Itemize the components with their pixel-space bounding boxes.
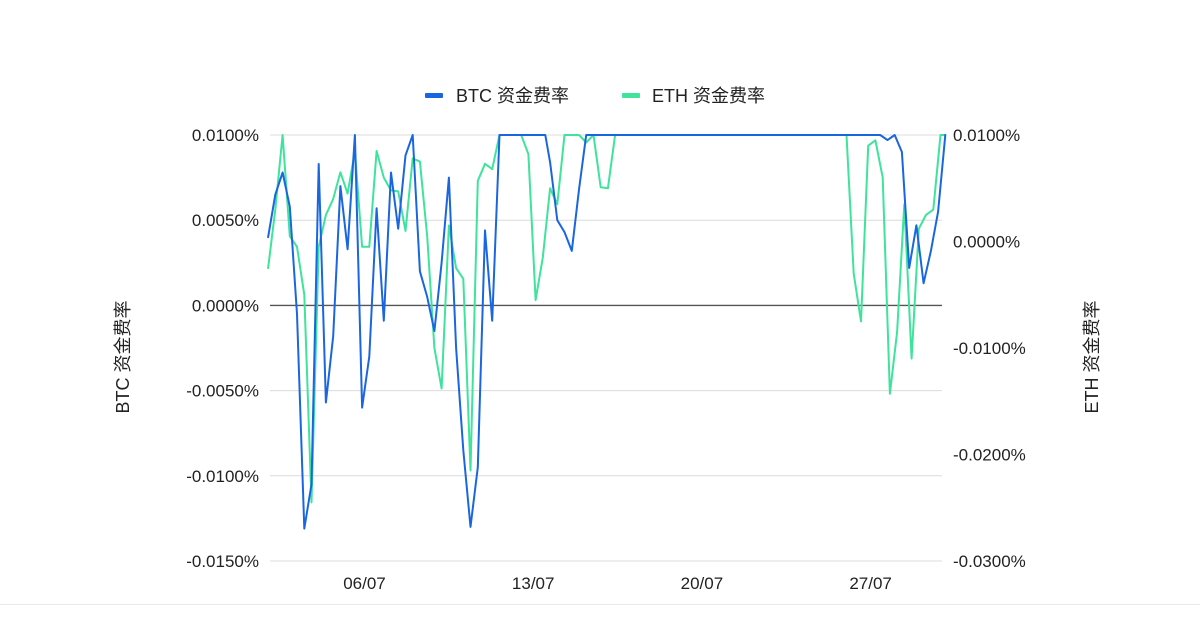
- left-tick-label: -0.0100%: [186, 467, 259, 486]
- legend-item-eth[interactable]: ETH 资金费率: [622, 86, 765, 106]
- series-line-btc: [267, 134, 947, 530]
- right-tick-label: -0.0300%: [953, 552, 1026, 571]
- left-tick-label: -0.0150%: [186, 552, 259, 571]
- left-tick-label: -0.0050%: [186, 382, 259, 401]
- legend-label-eth: ETH 资金费率: [652, 86, 765, 106]
- x-tick-label: 06/07: [343, 574, 386, 593]
- right-axis-ticks: 0.0100% 0.0000% -0.0100% -0.0200% -0.0300%: [953, 126, 1026, 571]
- footer-divider: [0, 604, 1200, 605]
- right-tick-label: 0.0000%: [953, 233, 1020, 252]
- left-tick-label: 0.0100%: [192, 126, 259, 145]
- x-tick-label: 20/07: [681, 574, 724, 593]
- legend: BTC 资金费率 ETH 资金费率: [425, 86, 765, 106]
- right-tick-label: -0.0200%: [953, 446, 1026, 465]
- left-tick-label: 0.0000%: [192, 296, 259, 315]
- left-tick-label: 0.0050%: [192, 211, 259, 230]
- x-axis-ticks: 06/07 13/07 20/07 27/07: [343, 574, 892, 593]
- legend-swatch-btc: [425, 93, 443, 98]
- right-tick-label: 0.0100%: [953, 126, 1020, 145]
- x-tick-label: 13/07: [512, 574, 555, 593]
- right-tick-label: -0.0100%: [953, 339, 1026, 358]
- x-tick-label: 27/07: [849, 574, 892, 593]
- left-axis-ticks: 0.0100% 0.0050% 0.0000% -0.0050% -0.0100% -0.…: [186, 126, 259, 571]
- right-axis-title: ETH 资金费率: [1082, 300, 1102, 413]
- legend-swatch-eth: [622, 93, 640, 98]
- series-line-eth: [267, 134, 947, 504]
- left-axis-title: BTC 资金费率: [113, 300, 133, 413]
- gridlines: [270, 134, 942, 562]
- series-layer: [267, 134, 947, 530]
- legend-item-btc[interactable]: BTC 资金费率: [425, 86, 569, 106]
- legend-label-btc: BTC 资金费率: [456, 86, 569, 106]
